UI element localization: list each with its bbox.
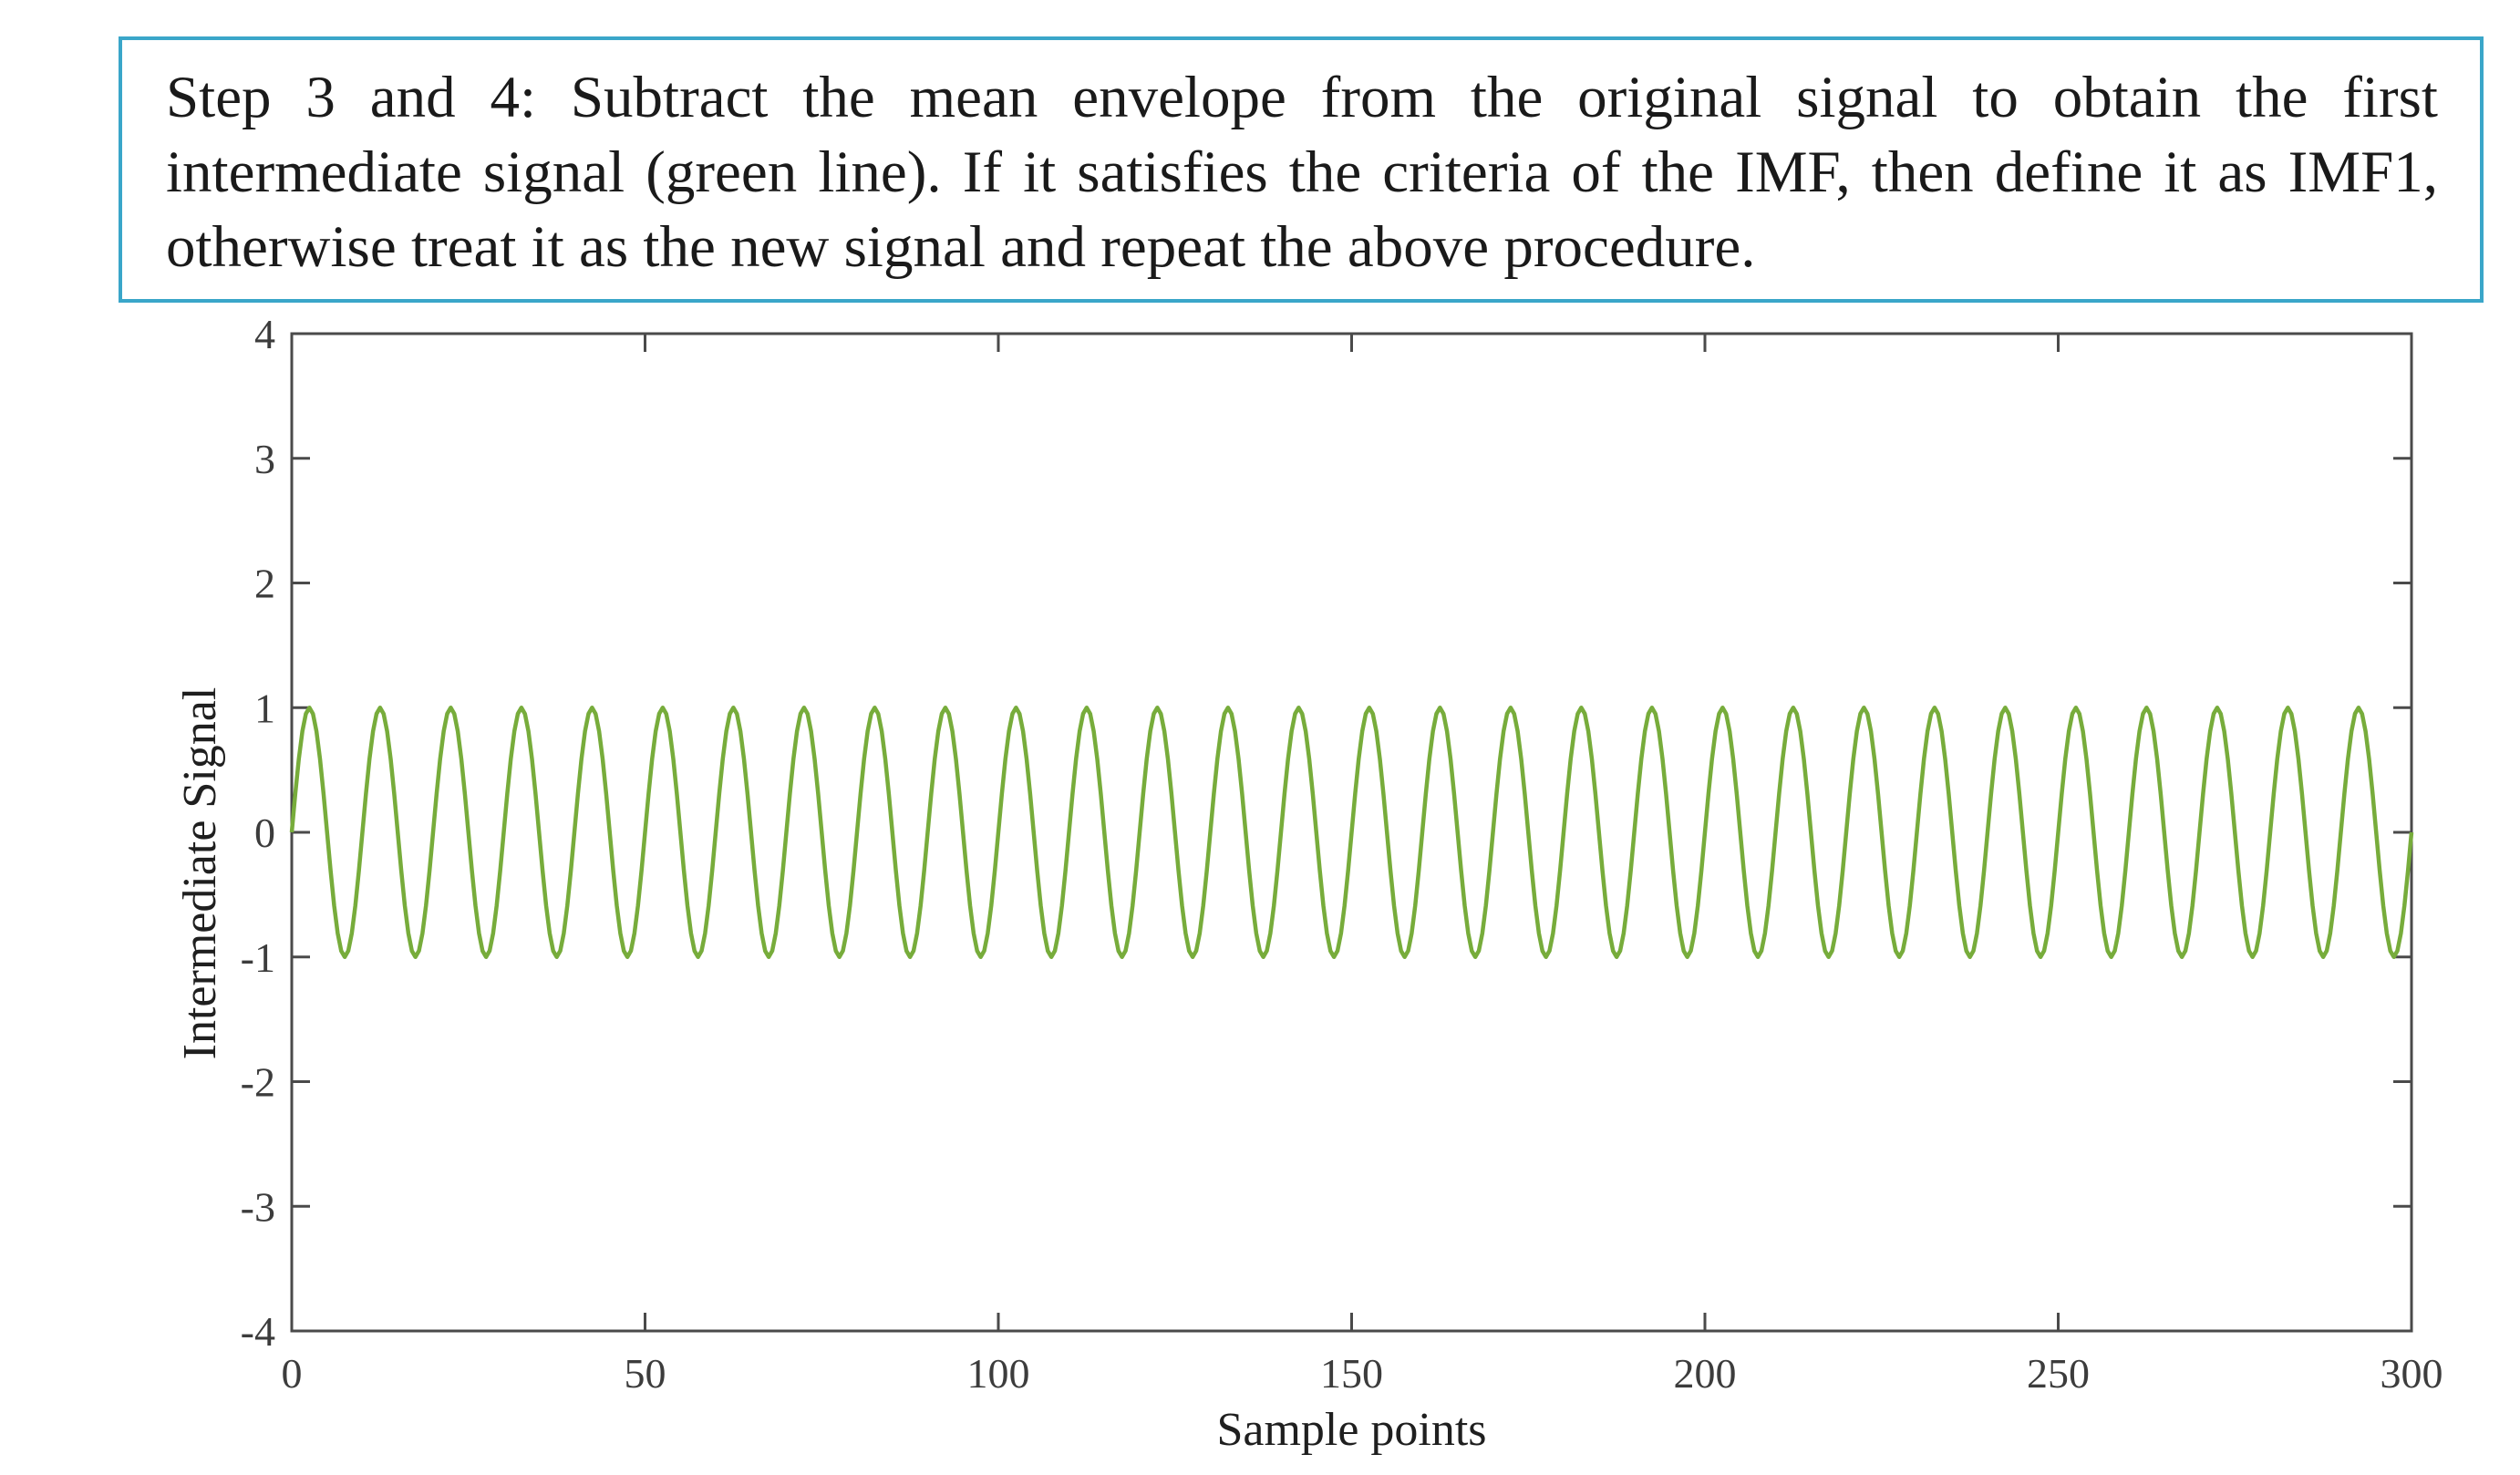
axis-tick-labels: 0 50 100 150 200 250 300 -4 -3 -2 -1 0 1 2 3 4 [241,311,2443,1397]
x-tick-label: 0 [282,1350,303,1397]
x-tick-label: 100 [967,1350,1030,1397]
x-tick-label: 50 [625,1350,666,1397]
y-tick-label: 2 [254,561,275,607]
x-tick-label: 300 [2381,1350,2443,1397]
x-tick-label: 250 [2027,1350,2090,1397]
axis-ticks [290,332,2413,1333]
x-tick-label: 200 [1674,1350,1737,1397]
caption-box: Step 3 and 4: Subtract the mean envelope… [119,36,2484,303]
y-tick-label: -2 [241,1059,275,1106]
y-axis-label: Intermediate Signal [174,687,226,1060]
y-tick-label: 3 [254,436,275,482]
y-tick-label: -3 [241,1183,275,1230]
caption-text: Step 3 and 4: Subtract the mean envelope… [166,65,2438,280]
y-tick-label: 4 [254,311,275,357]
y-tick-label: 1 [254,685,275,731]
x-axis-label: Sample points [1216,1404,1486,1456]
x-tick-label: 150 [1320,1350,1383,1397]
y-tick-label: -1 [241,934,275,981]
series-line-intermediate-signal [289,706,2414,959]
y-tick-label: -4 [241,1308,275,1355]
y-tick-label: 0 [254,810,275,856]
